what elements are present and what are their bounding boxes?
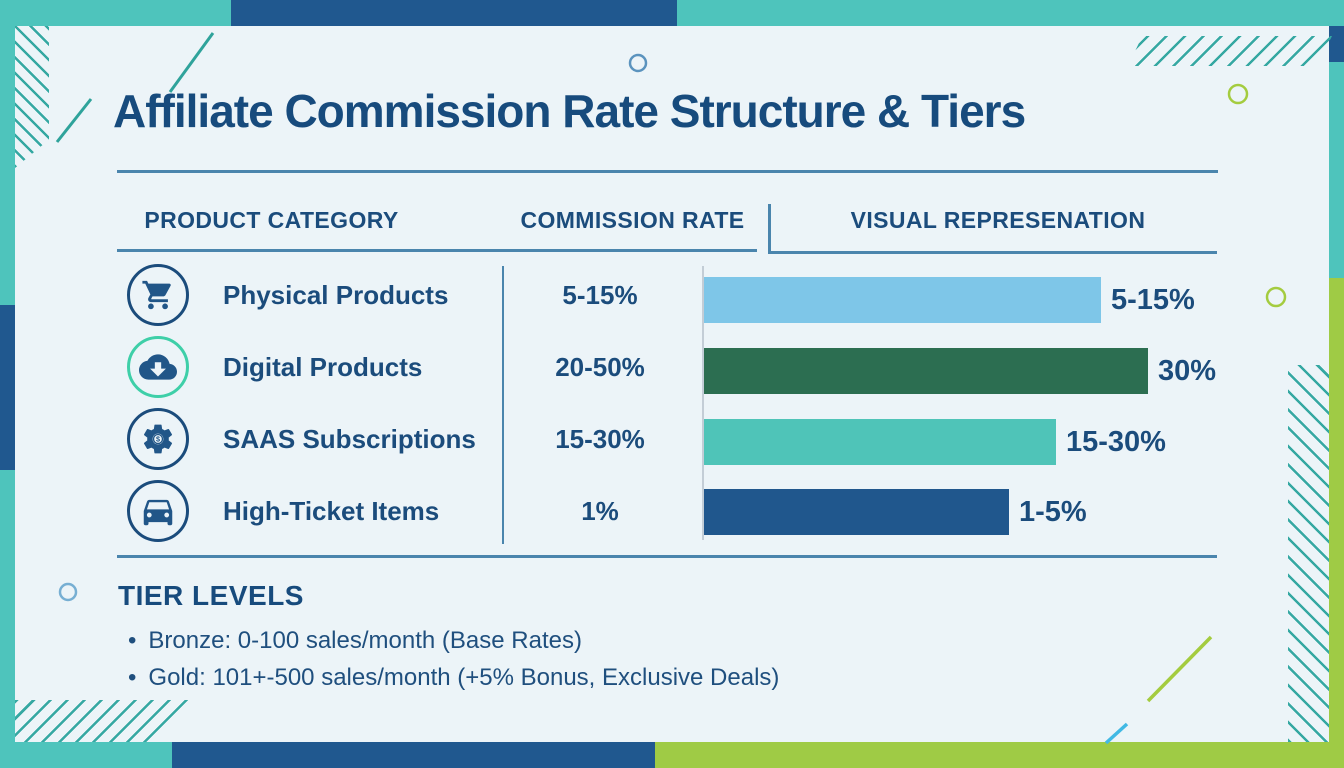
bar-high-ticket [704,489,1009,535]
category-label: High-Ticket Items [223,495,440,526]
tier-levels-list: Bronze: 0-100 sales/month (Base Rates) G… [128,622,779,696]
category-label: Physical Products [223,279,449,310]
bar-row-saas: 15-30% [704,419,1166,465]
bar-row-high-ticket: 1-5% [704,489,1087,535]
top-border-navy [231,0,677,26]
svg-text:$: $ [156,435,160,444]
cart-icon [127,264,189,326]
bar-digital [704,348,1148,394]
car-icon [127,480,189,542]
chart-axis-line [702,266,704,540]
cloud-download-icon [127,336,189,398]
table-bottom-rule [117,555,1217,558]
gear-dollar-icon: $ [127,408,189,470]
bar-saas [704,419,1056,465]
bar-row-physical: 5-15% [704,277,1195,323]
deco-circle-blue-tier [58,582,78,602]
category-label: SAAS Subscriptions [223,423,476,454]
bar-label: 15-30% [1066,425,1166,458]
bottom-border-green [655,742,1344,768]
hatch-pattern-top-right [1128,36,1332,66]
page-title: Affiliate Commission Rate Structure & Ti… [113,85,1026,137]
rate-value: 20-50% [555,351,645,382]
deco-circle-blue-top [628,53,648,73]
table-row-physical: Physical Products 5-15% [127,264,697,326]
header-divider-tick [768,204,771,251]
header-commission-rate: COMMISSION RATE [520,207,745,233]
tier-item-bronze: Bronze: 0-100 sales/month (Base Rates) [128,622,779,659]
header-underline-right [768,251,1217,254]
rate-value: 1% [581,495,619,526]
bar-label: 1-5% [1019,495,1087,528]
right-border-navy [1329,26,1344,62]
header-product-category: PRODUCT CATEGORY [144,207,399,233]
deco-circle-green-right [1265,286,1287,308]
header-underline-left [117,249,757,252]
table-row-digital: Digital Products 20-50% [127,336,697,398]
column-divider [502,266,504,544]
hatch-pattern-bottom-left [15,700,193,742]
bar-row-digital: 30% [704,348,1216,394]
deco-slash-green-bottom [1146,635,1213,703]
rate-value: 15-30% [555,423,645,454]
bar-label: 5-15% [1111,283,1195,316]
left-border-navy [0,305,15,470]
category-label: Digital Products [223,351,423,382]
table-row-saas: $ SAAS Subscriptions 15-30% [127,408,697,470]
table-row-high-ticket: High-Ticket Items 1% [127,480,697,542]
tier-levels-heading: TIER LEVELS [118,580,304,611]
right-border-green [1329,278,1344,742]
header-visual-representation: VISUAL REPRESENATION [850,207,1146,233]
deco-slash-blue-bottom [1104,722,1129,745]
rate-value: 5-15% [562,279,638,310]
bottom-border-navy [172,742,655,768]
bar-label: 30% [1158,354,1217,387]
title-underline [117,170,1218,173]
deco-slash-title [55,98,93,143]
right-border-teal [1329,62,1344,278]
tier-item-gold: Gold: 101+-500 sales/month (+5% Bonus, E… [128,659,779,696]
hatch-pattern-top-left [15,26,49,168]
hatch-pattern-right [1288,365,1329,742]
bar-physical [704,277,1101,323]
